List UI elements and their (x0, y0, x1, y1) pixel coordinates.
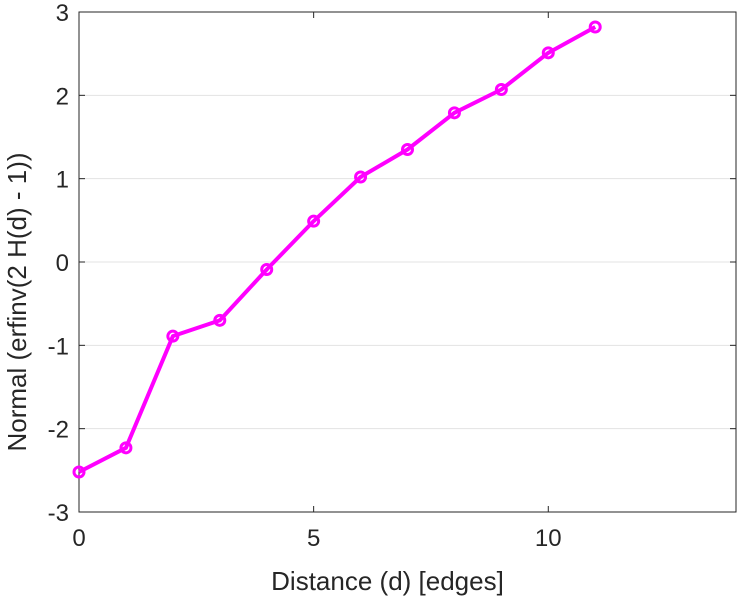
data-point (307, 214, 321, 228)
data-point (72, 465, 86, 479)
data-point (260, 263, 274, 276)
y-tick-label: -1 (48, 333, 69, 360)
data-point (494, 83, 508, 96)
x-tick-label: 10 (535, 525, 562, 552)
data-point (213, 313, 227, 327)
y-tick-label: 0 (56, 250, 69, 277)
y-tick-label: -2 (48, 417, 69, 444)
series-line (78, 25, 597, 474)
data-point (541, 46, 555, 60)
tick-labels: -3 -2 -1 0 1 2 3 0 5 10 (48, 0, 562, 552)
y-axis-label: Normal (erfinv(2 H(d) - 1)) (2, 152, 32, 451)
axis-ticks (78, 11, 736, 513)
y-tick-label: 2 (56, 83, 69, 110)
data-point (401, 143, 414, 156)
data-point (119, 441, 133, 455)
x-tick-label: 5 (307, 525, 320, 552)
y-tick-label: -3 (48, 500, 69, 527)
y-tick-label: 1 (56, 167, 69, 194)
series-layer (72, 20, 602, 479)
y-tick-label: 3 (56, 0, 69, 27)
x-axis-label: Distance (d) [edges] (271, 566, 504, 596)
data-point (354, 170, 368, 184)
data-point (588, 20, 602, 34)
data-point (166, 329, 180, 343)
data-point (447, 106, 461, 120)
grid-lines (79, 94, 736, 430)
x-tick-label: 0 (72, 525, 85, 552)
